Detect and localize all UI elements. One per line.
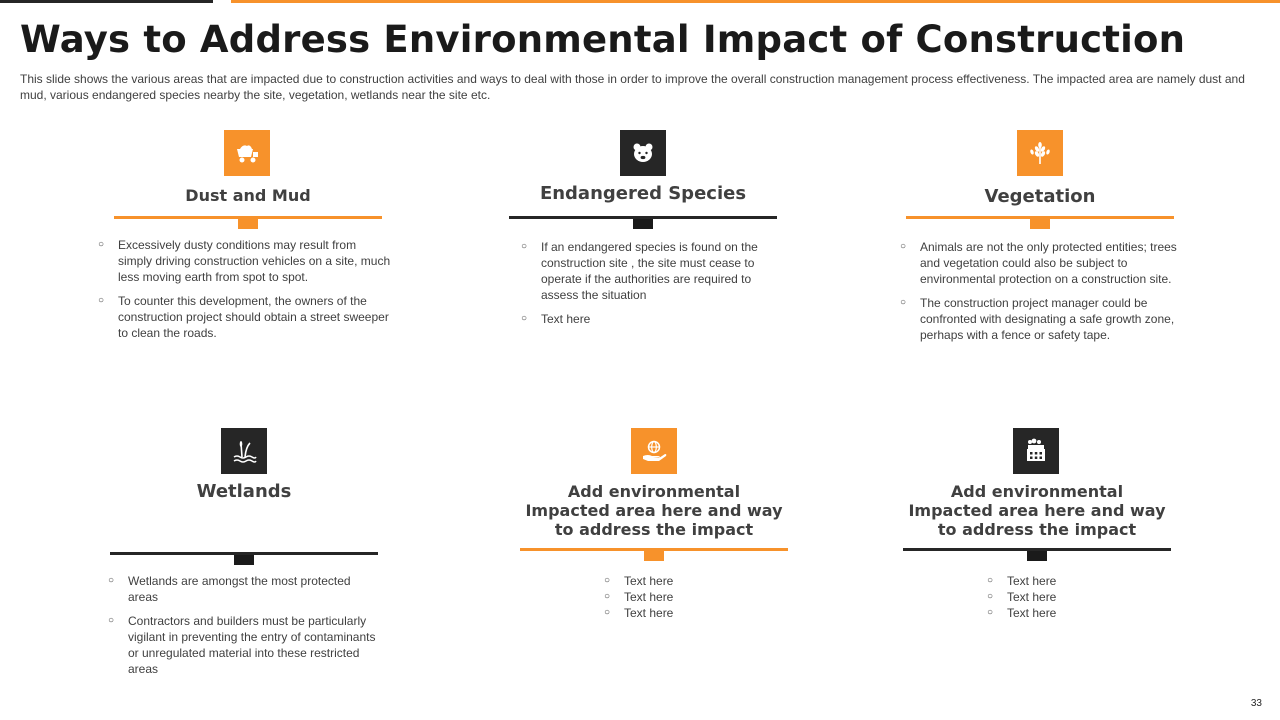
divider-notch xyxy=(633,219,653,229)
bullet-list: Text here Text here Text here xyxy=(604,573,754,621)
list-item: To counter this development, the owners … xyxy=(98,293,393,341)
list-item: If an endangered species is found on the… xyxy=(521,239,761,303)
divider xyxy=(906,216,1174,219)
card-title: Endangered Species xyxy=(539,183,747,204)
list-item: Excessively dusty conditions may result … xyxy=(98,237,393,285)
divider xyxy=(114,216,382,219)
bullet-list: Text here Text here Text here xyxy=(987,573,1137,621)
divider xyxy=(509,216,777,219)
slide-subtitle: This slide shows the various areas that … xyxy=(20,72,1245,102)
card-title: Dust and Mud xyxy=(185,186,311,205)
dump-truck-icon xyxy=(224,130,270,176)
card-placeholder-1: Add environmental Impacted area here and… xyxy=(504,428,804,698)
card-title: Add environmental Impacted area here and… xyxy=(525,482,783,539)
divider-notch xyxy=(238,219,258,229)
list-item: Text here xyxy=(604,589,754,605)
divider-notch xyxy=(234,555,254,565)
list-item: Text here xyxy=(987,589,1137,605)
list-item: Text here xyxy=(521,311,761,327)
divider xyxy=(520,548,788,551)
card-title: Add environmental Impacted area here and… xyxy=(908,482,1166,539)
bullet-list: If an endangered species is found on the… xyxy=(521,239,761,335)
bullet-list: Excessively dusty conditions may result … xyxy=(98,237,393,349)
list-item: Wetlands are amongst the most protected … xyxy=(108,573,378,605)
divider xyxy=(903,548,1171,551)
card-title: Vegetation xyxy=(984,186,1096,207)
factory-icon xyxy=(1013,428,1059,474)
top-accent-bar-orange xyxy=(231,0,1280,3)
list-item: Text here xyxy=(987,605,1137,621)
card-endangered-species: Endangered Species If an endangered spec… xyxy=(493,130,793,400)
wheat-icon xyxy=(1017,130,1063,176)
list-item: The construction project manager could b… xyxy=(900,295,1185,343)
list-item: Text here xyxy=(604,573,754,589)
top-accent-bar-dark xyxy=(0,0,213,3)
divider-notch xyxy=(1030,219,1050,229)
card-wetlands: Wetlands Wetlands are amongst the most p… xyxy=(94,428,394,698)
card-dust-and-mud: Dust and Mud Excessively dusty condition… xyxy=(98,130,398,400)
divider xyxy=(110,552,378,555)
card-title: Wetlands xyxy=(196,481,292,502)
bullet-list: Wetlands are amongst the most protected … xyxy=(108,573,378,685)
list-item: Animals are not the only protected entit… xyxy=(900,239,1185,287)
card-vegetation: Vegetation Animals are not the only prot… xyxy=(890,130,1190,400)
card-placeholder-2: Add environmental Impacted area here and… xyxy=(887,428,1187,698)
bear-icon xyxy=(620,130,666,176)
list-item: Text here xyxy=(987,573,1137,589)
divider-notch xyxy=(1027,551,1047,561)
slide-title: Ways to Address Environmental Impact of … xyxy=(20,18,1186,61)
list-item: Contractors and builders must be particu… xyxy=(108,613,378,677)
list-item: Text here xyxy=(604,605,754,621)
divider-notch xyxy=(644,551,664,561)
page-number: 33 xyxy=(1250,698,1262,709)
globe-in-hand-icon xyxy=(631,428,677,474)
bullet-list: Animals are not the only protected entit… xyxy=(900,239,1185,351)
reeds-water-icon xyxy=(221,428,267,474)
